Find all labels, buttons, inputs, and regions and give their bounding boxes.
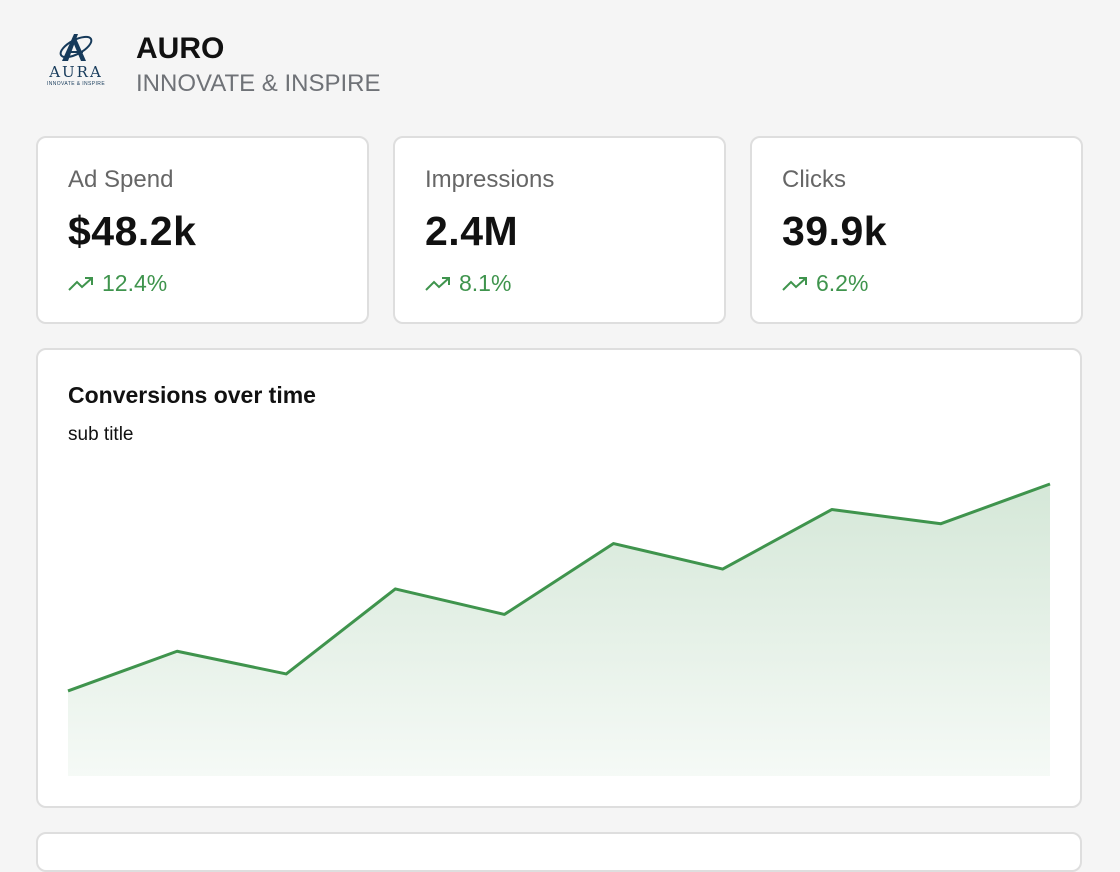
logo-tagline: INNOVATE & INSPIRE bbox=[46, 81, 106, 87]
chart-data-point[interactable] bbox=[1046, 480, 1054, 488]
kpi-card-clicks[interactable]: Clicks 39.9k 6.2% bbox=[750, 136, 1083, 324]
brand-logo[interactable]: AURA INNOVATE & INSPIRE bbox=[44, 30, 108, 100]
kpi-delta: 12.4% bbox=[68, 270, 167, 297]
chart-subtitle: sub title bbox=[68, 424, 134, 445]
chart-data-point[interactable] bbox=[828, 506, 836, 514]
kpi-card-impressions[interactable]: Impressions 2.4M 8.1% bbox=[393, 136, 726, 324]
kpi-value: 39.9k bbox=[782, 208, 888, 254]
next-card bbox=[36, 832, 1082, 872]
brand-tagline: INNOVATE & INSPIRE bbox=[136, 70, 381, 97]
chart-data-point[interactable] bbox=[391, 585, 399, 593]
chart-data-point[interactable] bbox=[937, 520, 945, 528]
brand-name: AURO bbox=[136, 32, 225, 65]
chart-data-point[interactable] bbox=[500, 610, 508, 618]
brand-block: AURO INNOVATE & INSPIRE bbox=[136, 30, 381, 98]
kpi-label: Ad Spend bbox=[68, 166, 174, 193]
trending-up-icon bbox=[68, 276, 93, 291]
chart-area-fill bbox=[68, 484, 1050, 776]
chart-data-point[interactable] bbox=[282, 670, 290, 678]
chart-series-line bbox=[67, 482, 1051, 693]
chart-data-point[interactable] bbox=[173, 647, 181, 655]
header: AURA INNOVATE & INSPIRE AURO INNOVATE & … bbox=[44, 30, 381, 110]
kpi-delta-value: 8.1% bbox=[459, 270, 512, 296]
kpi-value: 2.4M bbox=[425, 208, 519, 254]
chart-data-point[interactable] bbox=[610, 540, 618, 548]
chart-data-point[interactable] bbox=[719, 565, 727, 573]
trending-up-icon bbox=[782, 276, 807, 291]
aura-emblem-icon bbox=[59, 34, 93, 61]
logo-wordmark: AURA bbox=[49, 63, 103, 81]
chart-data-point[interactable] bbox=[64, 687, 72, 695]
kpi-card-ad-spend[interactable]: Ad Spend $48.2k 12.4% bbox=[36, 136, 369, 324]
kpi-delta: 8.1% bbox=[425, 270, 511, 297]
conversions-chart-card: Conversions over time sub title bbox=[36, 348, 1082, 808]
chart-title: Conversions over time bbox=[68, 382, 316, 408]
trending-up-icon bbox=[425, 276, 450, 291]
kpi-delta-value: 12.4% bbox=[102, 270, 168, 296]
kpi-label: Clicks bbox=[782, 166, 846, 193]
kpi-delta-value: 6.2% bbox=[816, 270, 869, 296]
kpi-delta: 6.2% bbox=[782, 270, 868, 297]
kpi-label: Impressions bbox=[425, 166, 555, 193]
conversions-chart[interactable] bbox=[38, 350, 1080, 806]
kpi-value: $48.2k bbox=[68, 208, 197, 254]
